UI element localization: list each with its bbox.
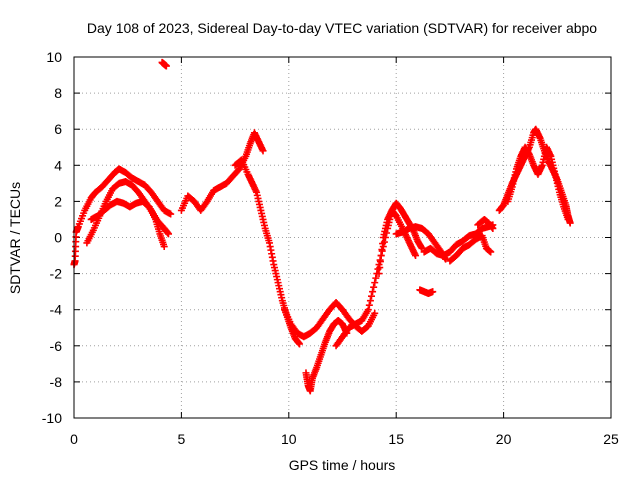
series-track-10 — [375, 206, 420, 278]
y-tick-label: -8 — [50, 374, 63, 390]
data-point — [371, 279, 379, 287]
data-point — [165, 230, 173, 238]
data-points — [70, 58, 574, 395]
data-point — [160, 243, 168, 251]
series-track-1 — [70, 165, 175, 269]
y-tick-label: -2 — [50, 266, 63, 282]
series-track-6 — [231, 156, 304, 348]
data-point — [364, 306, 372, 314]
y-tick-label: -10 — [42, 410, 62, 426]
x-tick-label: 10 — [281, 431, 297, 447]
data-point — [167, 210, 175, 218]
data-point — [296, 340, 304, 348]
x-tick-label: 5 — [178, 431, 186, 447]
data-point — [566, 219, 574, 227]
series-track-15 — [474, 215, 497, 232]
data-point — [370, 283, 378, 291]
data-point — [489, 224, 497, 232]
series-track-7 — [281, 298, 379, 341]
grid-lines — [73, 56, 612, 419]
y-tick-label: 2 — [54, 193, 62, 209]
tick-labels: 0 5 10 15 20 25 -10 -8 -6 -4 -2 0 2 4 6 8 10 — [42, 49, 619, 447]
series-track-17 — [504, 143, 572, 223]
data-point — [376, 258, 384, 266]
chart-title: Day 108 of 2023, Sidereal Day-to-day VTE… — [87, 20, 597, 36]
y-tick-label: -6 — [50, 338, 63, 354]
data-point — [259, 147, 267, 155]
data-point — [365, 301, 373, 309]
x-axis-label: GPS time / hours — [289, 457, 396, 473]
series-track-14 — [446, 232, 495, 265]
y-tick-label: 8 — [54, 85, 62, 101]
data-point — [378, 246, 386, 254]
series-track-8 — [302, 317, 351, 395]
x-tick-label: 25 — [603, 431, 619, 447]
data-point — [379, 240, 387, 248]
y-tick-label: 6 — [54, 121, 62, 137]
data-point — [369, 288, 377, 296]
data-point — [412, 252, 420, 260]
y-tick-label: 10 — [46, 49, 62, 65]
data-point — [366, 297, 374, 305]
x-tick-label: 0 — [70, 431, 78, 447]
series-track-4 — [158, 58, 170, 70]
plot-border — [73, 56, 612, 419]
data-point — [377, 252, 385, 260]
y-tick-label: 0 — [54, 230, 62, 246]
data-point — [367, 292, 375, 300]
data-point — [429, 288, 437, 296]
data-point — [564, 215, 572, 223]
data-point — [487, 248, 495, 256]
y-tick-label: -4 — [50, 302, 63, 318]
data-point — [371, 309, 379, 317]
data-point — [162, 62, 170, 70]
x-tick-label: 15 — [388, 431, 404, 447]
data-point — [372, 274, 380, 282]
series-track-3 — [87, 197, 168, 251]
x-tick-label: 20 — [496, 431, 512, 447]
y-axis-label: SDTVAR / TECUs — [7, 182, 23, 294]
data-point — [376, 264, 384, 272]
series-track-12 — [416, 286, 437, 297]
y-tick-label: 4 — [54, 157, 62, 173]
data-point — [375, 270, 383, 278]
